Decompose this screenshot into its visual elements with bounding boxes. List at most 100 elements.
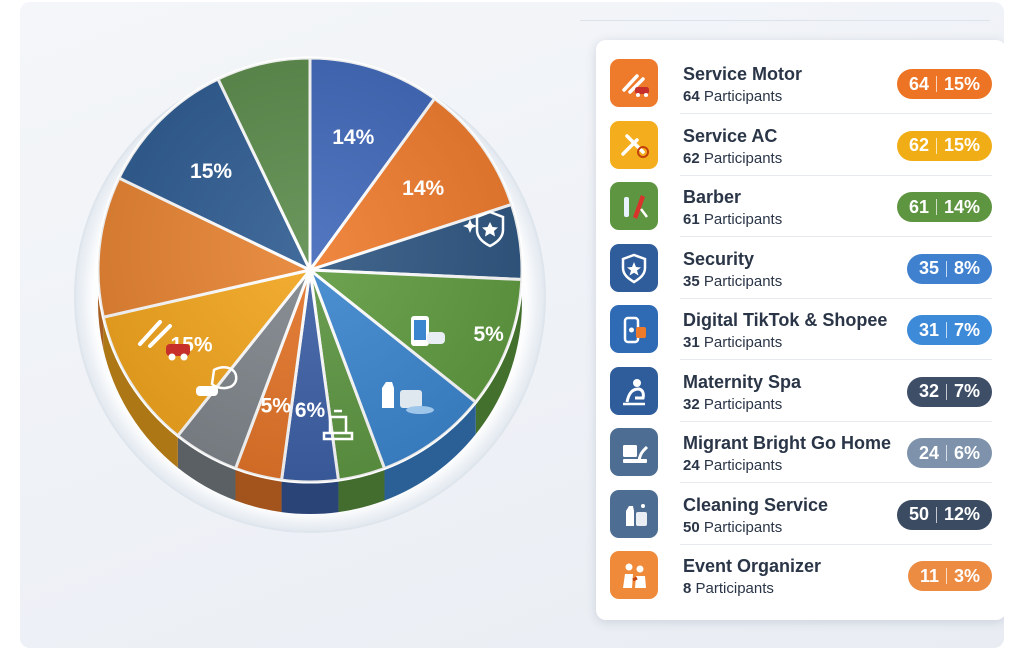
- vacuum-slice-icon: [196, 366, 238, 396]
- participant-count: 62: [683, 149, 700, 167]
- participants-word: Participants: [703, 457, 783, 474]
- legend-row: Security 35 Participants 35 8%: [610, 237, 992, 299]
- legend-badge: 64 15%: [896, 69, 992, 99]
- pie-chart-svg: 14%14%5%6%5%15%15%: [74, 56, 546, 533]
- pie-labels: 14%14%5%6%5%15%15%: [171, 126, 505, 422]
- participants-word: Participants: [703, 272, 783, 290]
- badge-separator: [935, 137, 937, 154]
- badge-count: 35: [918, 258, 939, 278]
- badge-count: 61: [908, 196, 929, 217]
- home-workstation-icon: [610, 428, 658, 476]
- legend-row: Cleaning Service 50 Participants 50 12%: [610, 483, 992, 545]
- badge-separator: [945, 568, 947, 584]
- legend-row: Maternity Spa 32 Participants 32 7%: [610, 360, 992, 422]
- badge-count: 64: [908, 73, 929, 94]
- participant-count: 24: [683, 457, 700, 474]
- phone-shop-icon: [610, 305, 658, 353]
- legend-name: Service AC: [683, 125, 778, 146]
- participants-word: Participants: [703, 88, 783, 105]
- badge-percent: 14%: [943, 196, 980, 217]
- phone-slice-icon: [411, 316, 445, 346]
- legend-badge: 31 7%: [906, 315, 992, 345]
- badge-separator: [945, 445, 947, 461]
- legend-name: Security: [683, 248, 755, 269]
- legend-badge: 11 3%: [907, 561, 992, 591]
- badge-percent: 3%: [953, 565, 980, 586]
- legend-row: Service AC 62 Participants 62 15%: [610, 114, 992, 176]
- legend-badge: 35 8%: [906, 253, 992, 284]
- pie-slice-label: 14%: [332, 126, 374, 149]
- chart-canvas: 14% 14% 5% 6% 5% 15% 15%: [20, 2, 1004, 648]
- row-divider: [680, 236, 992, 237]
- legend-row: Barber 61 Participants 61 14%: [610, 175, 992, 237]
- tools-car-icon: [610, 59, 658, 107]
- legend-badge: 24 6%: [906, 438, 992, 468]
- participants-word: Participants: [703, 395, 783, 413]
- legend-panel: Service Motor 64 Participants 64 15% Service…: [596, 40, 1004, 620]
- participant-count: 32: [683, 395, 700, 413]
- legend-row: Digital TikTok & Shopee 31 Participants 31…: [610, 298, 992, 360]
- legend-participants: 64 Participants: [683, 88, 782, 105]
- pie-slice-label: 14%: [402, 177, 444, 200]
- badge-percent: 8%: [953, 258, 980, 278]
- row-divider: [680, 174, 992, 176]
- legend-name: Service Motor: [683, 64, 803, 84]
- legend-name: Maternity Spa: [683, 371, 802, 392]
- legend-badge: 61 14%: [896, 192, 992, 222]
- cleaning-bottles-icon: [610, 489, 658, 538]
- legend-participants: 50 Participants: [683, 519, 782, 536]
- shield-icon: [610, 243, 658, 292]
- legend-participants: 61 Participants: [683, 211, 782, 228]
- pie-chart: 14% 14% 5% 6% 5% 15% 15%: [70, 22, 570, 582]
- badge-separator: [945, 383, 947, 400]
- participant-count: 50: [683, 518, 700, 536]
- legend-participants: 31 Participants: [683, 334, 782, 351]
- row-divider: [680, 482, 992, 483]
- legend-row: Event Organizer 8 Participants 11 3%: [610, 544, 992, 606]
- badge-percent: 12%: [943, 504, 980, 524]
- participant-count: 8: [683, 580, 692, 597]
- participants-word: Participants: [703, 149, 783, 167]
- legend-row: Migrant Bright Go Home 24 Participants 24 6…: [610, 421, 992, 483]
- legend-name: Barber: [683, 187, 742, 207]
- people-icon: [610, 551, 658, 599]
- legend-participants: 24 Participants: [683, 457, 782, 474]
- badge-separator: [945, 260, 947, 277]
- participant-count: 61: [683, 211, 700, 228]
- pie-icons: [138, 210, 505, 441]
- badge-count: 62: [908, 135, 929, 155]
- badge-separator: [945, 322, 947, 338]
- row-divider: [680, 297, 992, 299]
- legend-name: Event Organizer: [683, 556, 822, 576]
- participant-count: 64: [683, 88, 700, 105]
- participants-word: Participants: [703, 334, 783, 351]
- tools-car-slice-icon: [138, 320, 190, 361]
- badge-count: 50: [908, 504, 929, 524]
- badge-count: 32: [918, 381, 939, 401]
- legend-participants: 35 Participants: [683, 273, 782, 290]
- badge-separator: [935, 199, 937, 215]
- top-divider: [580, 20, 990, 21]
- badge-percent: 15%: [943, 135, 980, 155]
- badge-separator: [935, 506, 937, 523]
- badge-count: 24: [918, 442, 939, 463]
- spa-icon: [610, 366, 658, 415]
- legend-badge: 50 12%: [896, 499, 992, 530]
- legend-row: Service Motor 64 Participants 64 15%: [610, 52, 992, 114]
- badge-percent: 6%: [953, 442, 980, 463]
- shield-slice-icon: [463, 210, 505, 248]
- badge-separator: [935, 76, 937, 92]
- legend-participants: 32 Participants: [683, 396, 782, 413]
- legend-name: Migrant Bright Go Home: [683, 433, 891, 453]
- legend-participants: 62 Participants: [683, 150, 782, 167]
- participant-count: 31: [683, 334, 700, 351]
- cleaning-slice-icon: [382, 382, 434, 414]
- pie-slice-label: 5%: [261, 395, 292, 418]
- row-divider: [680, 420, 992, 422]
- tools-snowflake-icon: [610, 120, 658, 169]
- legend-name: Cleaning Service: [683, 494, 829, 515]
- badge-percent: 7%: [953, 319, 980, 340]
- row-divider: [680, 543, 992, 545]
- badge-count: 11: [919, 565, 939, 586]
- legend-name: Digital TikTok & Shopee: [683, 310, 888, 330]
